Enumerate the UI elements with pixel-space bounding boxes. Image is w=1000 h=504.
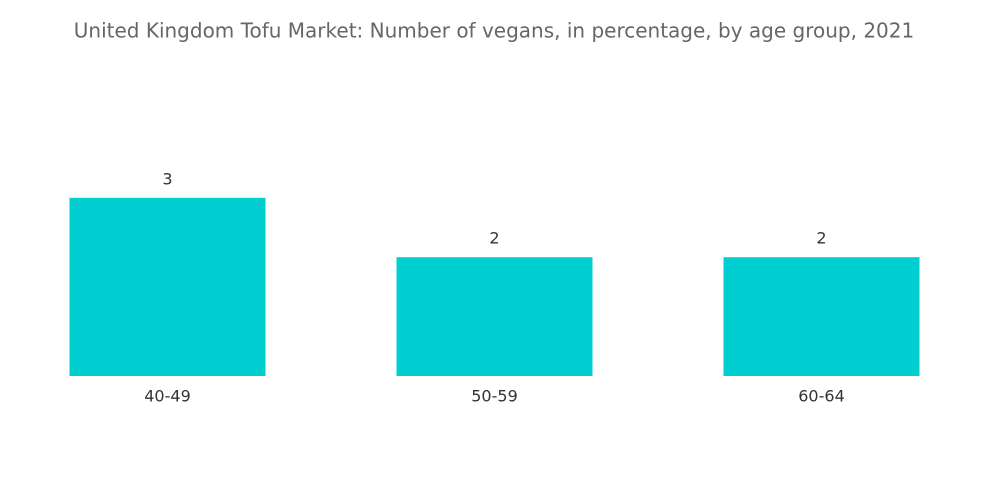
x-tick-label: 50-59 [471,387,518,406]
bar [69,197,266,376]
x-tick-label: 40-49 [144,387,191,406]
data-label: 2 [489,229,499,248]
data-label: 3 [162,169,172,188]
x-tick-label: 60-64 [798,387,845,406]
bar [396,257,593,376]
chart-title: United Kingdom Tofu Market: Number of ve… [74,19,914,43]
bar [723,257,920,376]
data-label: 2 [816,229,826,248]
